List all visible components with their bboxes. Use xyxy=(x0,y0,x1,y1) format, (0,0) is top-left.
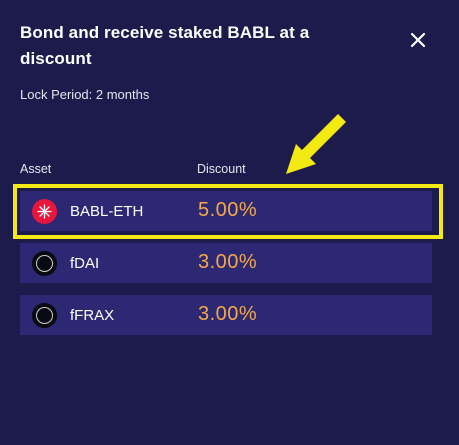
close-icon[interactable] xyxy=(404,26,432,54)
discount-column-header: Discount xyxy=(197,162,246,176)
discount-value: 5.00% xyxy=(198,199,258,221)
bond-row-ffrax[interactable]: fFRAX 3.00% xyxy=(20,295,432,335)
lock-period: Lock Period: 2 months xyxy=(20,87,150,102)
fdai-token-icon xyxy=(32,251,57,276)
asset-name: BABL-ETH xyxy=(70,203,144,220)
discount-value: 3.00% xyxy=(198,303,258,325)
asset-name: fFRAX xyxy=(70,307,115,324)
yellow-arrow-icon xyxy=(286,114,346,174)
bond-row-fdai[interactable]: fDAI 3.00% xyxy=(20,243,432,283)
ffrax-token-icon xyxy=(32,303,57,328)
babl-eth-token-icon xyxy=(32,199,57,224)
asset-column-header: Asset xyxy=(20,162,52,176)
modal-title: Bond and receive staked BABL at a discou… xyxy=(20,23,310,68)
discount-value: 3.00% xyxy=(198,251,258,273)
bond-row-babl-eth[interactable]: BABL-ETH 5.00% xyxy=(20,191,432,231)
asset-name: fDAI xyxy=(70,255,100,272)
